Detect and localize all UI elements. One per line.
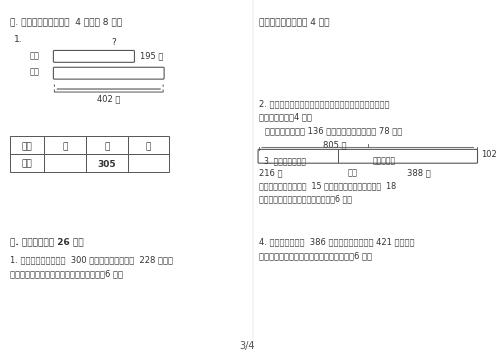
Text: 小红和小亮每分钟分别打字多少个（6 分）: 小红和小亮每分钟分别打字多少个（6 分） [259, 194, 352, 203]
Text: 有多少米没有修？（ 4 分）: 有多少米没有修？（ 4 分） [259, 18, 330, 27]
Text: 每分钟打字: 每分钟打字 [372, 156, 396, 165]
FancyBboxPatch shape [54, 67, 164, 79]
Text: 388 米: 388 米 [408, 168, 431, 177]
Text: 鸡苗: 鸡苗 [30, 67, 40, 76]
Text: 四: 四 [62, 142, 68, 151]
Bar [128, 137, 169, 154]
Text: 2. 下面是四、五、六年级（科学画报）订数的统计表，请: 2. 下面是四、五、六年级（科学画报）订数的统计表，请 [259, 99, 390, 108]
Bar [86, 137, 128, 154]
Bar [44, 154, 86, 172]
Text: 小红每分钟比小明少打  15 个，小亮每分钟比小明多打  18: 小红每分钟比小明少打 15 个，小亮每分钟比小明多打 18 [259, 181, 396, 190]
Text: 五: 五 [104, 142, 110, 151]
Text: 年级: 年级 [22, 142, 32, 151]
Bar [86, 154, 128, 172]
Text: 四年级比五年级少 136 份，六年级比四年级多 78 份，: 四年级比五年级少 136 份，六年级比四年级多 78 份， [265, 127, 402, 136]
Text: 表格填写完整（4 分）: 表格填写完整（4 分） [259, 113, 312, 122]
Text: 805 米: 805 米 [324, 140, 347, 149]
FancyBboxPatch shape [258, 149, 478, 163]
Text: 102: 102 [482, 150, 497, 159]
Bar [10, 154, 44, 172]
FancyBboxPatch shape [54, 50, 134, 62]
Text: 216 米: 216 米 [259, 168, 282, 177]
Bar [44, 137, 86, 154]
Text: ？米: ？米 [348, 168, 358, 177]
Text: 米没有修，要修的这条路一共有多少米？（6 分）: 米没有修，要修的这条路一共有多少米？（6 分） [259, 251, 372, 260]
Text: 1. 工程队计划修一条长  300 米的桥，已经建成了  228 米，还: 1. 工程队计划修一条长 300 米的桥，已经建成了 228 米，还 [10, 255, 173, 264]
Text: 305: 305 [98, 160, 116, 169]
Text: 1.: 1. [14, 35, 22, 44]
Text: 四. 看图列式计算（每题  4 分，共 8 分）: 四. 看图列式计算（每题 4 分，共 8 分） [10, 18, 122, 27]
Text: 4. 工程队上午修了  386 米的路，下午又修了 421 米，还有: 4. 工程队上午修了 386 米的路，下午又修了 421 米，还有 [259, 237, 414, 246]
Text: 402 个: 402 个 [97, 94, 120, 103]
Text: 195 个: 195 个 [140, 52, 164, 60]
Text: 鸭苗: 鸭苗 [30, 52, 40, 60]
Text: 3/4: 3/4 [240, 341, 255, 351]
Bar [10, 137, 44, 154]
Text: 3. 小红每分钟打字: 3. 小红每分钟打字 [264, 156, 306, 165]
Text: 份数: 份数 [22, 160, 32, 169]
Text: 米没有修，要修的这条桥一共有多少米？（6 分）: 米没有修，要修的这条桥一共有多少米？（6 分） [10, 269, 123, 278]
Text: ?: ? [112, 37, 116, 47]
Text: 六: 六 [146, 142, 151, 151]
Bar [128, 154, 169, 172]
Text: 五. 解决问题（共 26 分）: 五. 解决问题（共 26 分） [10, 237, 84, 246]
